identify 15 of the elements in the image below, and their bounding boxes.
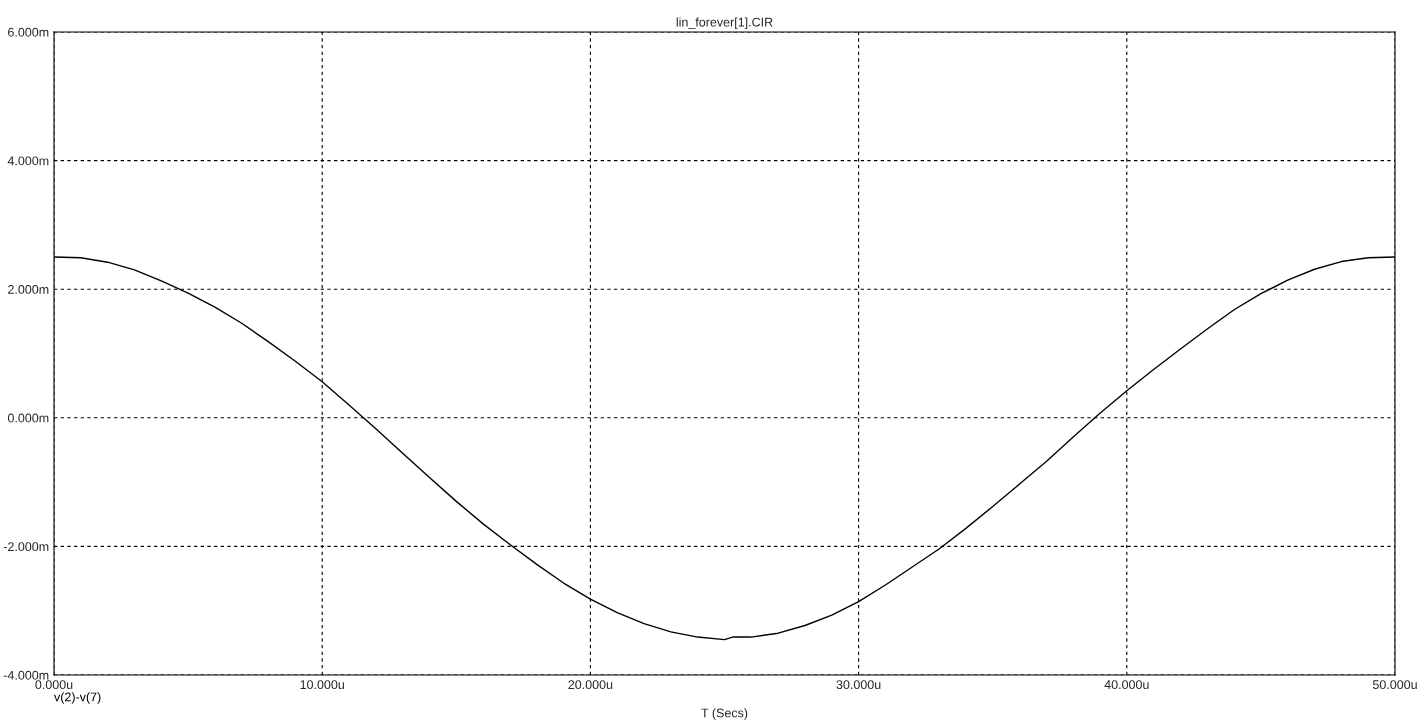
- x-axis-title: T (Secs): [701, 708, 748, 720]
- x-tick-label: 20.000u: [568, 680, 613, 690]
- y-tick-label: 0.000m: [7, 413, 49, 423]
- text: v(2)-v(7): [54, 692, 101, 704]
- y-tick-label: -4.000m: [3, 670, 49, 680]
- x-tick-label: 40.000u: [1104, 680, 1149, 690]
- y-tick-label: 4.000m: [7, 156, 49, 166]
- x-tick-label: 30.000u: [836, 680, 881, 690]
- y-tick-label: -2.000m: [3, 542, 49, 552]
- y-tick-label: 2.000m: [8, 285, 49, 294]
- x-tick-label: 50.000u: [1372, 680, 1417, 690]
- x-tick-label: 0.000u: [35, 680, 73, 690]
- x-tick-label: 10.000u: [300, 680, 344, 690]
- y-tick-label: 6.000m: [8, 27, 49, 37]
- chart-title: lin_forever[1].CIR: [676, 17, 773, 30]
